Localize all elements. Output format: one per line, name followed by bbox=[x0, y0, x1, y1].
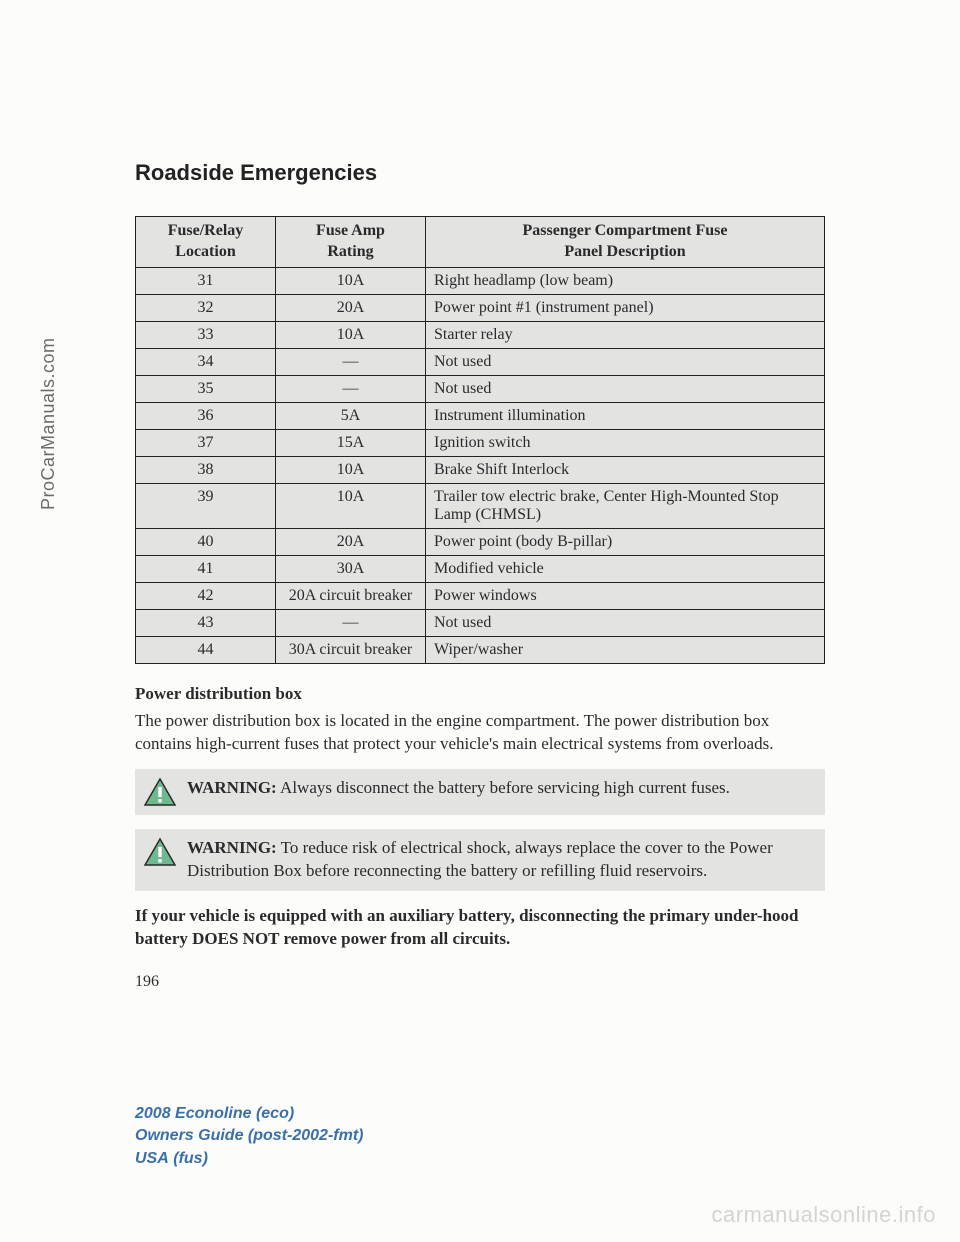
page-number: 196 bbox=[135, 973, 825, 991]
warning-box-2: WARNING: To reduce risk of electrical sh… bbox=[135, 829, 825, 891]
fuse-table: Fuse/Relay Location Fuse Amp Rating Pass… bbox=[135, 216, 825, 664]
subheading-pdb: Power distribution box bbox=[135, 684, 825, 704]
table-row: 34—Not used bbox=[136, 348, 825, 375]
cell-amp: — bbox=[276, 375, 426, 402]
th-location-l1: Fuse/Relay bbox=[168, 222, 244, 239]
cell-amp: 15A bbox=[276, 429, 426, 456]
cell-amp: 5A bbox=[276, 402, 426, 429]
cell-location: 43 bbox=[136, 609, 276, 636]
table-row: 3715AIgnition switch bbox=[136, 429, 825, 456]
cell-desc: Modified vehicle bbox=[426, 555, 825, 582]
cell-location: 33 bbox=[136, 321, 276, 348]
table-row: 35—Not used bbox=[136, 375, 825, 402]
th-location: Fuse/Relay Location bbox=[136, 217, 276, 268]
table-row: 3810ABrake Shift Interlock bbox=[136, 456, 825, 483]
cell-amp: 10A bbox=[276, 267, 426, 294]
cell-desc: Ignition switch bbox=[426, 429, 825, 456]
cell-amp: 20A circuit breaker bbox=[276, 582, 426, 609]
cell-amp: 30A bbox=[276, 555, 426, 582]
table-row: 3110ARight headlamp (low beam) bbox=[136, 267, 825, 294]
cell-desc: Trailer tow electric brake, Center High-… bbox=[426, 483, 825, 528]
page-content: Roadside Emergencies Fuse/Relay Location… bbox=[135, 160, 825, 991]
cell-desc: Not used bbox=[426, 609, 825, 636]
warning-label-2: WARNING: bbox=[187, 838, 277, 857]
table-row: 4220A circuit breakerPower windows bbox=[136, 582, 825, 609]
cell-desc: Not used bbox=[426, 375, 825, 402]
cell-desc: Power point #1 (instrument panel) bbox=[426, 294, 825, 321]
th-desc: Passenger Compartment Fuse Panel Descrip… bbox=[426, 217, 825, 268]
table-row: 4430A circuit breakerWiper/washer bbox=[136, 636, 825, 663]
th-amp-l2: Rating bbox=[327, 243, 373, 260]
warning-body-1: Always disconnect the battery before ser… bbox=[277, 778, 730, 797]
cell-location: 37 bbox=[136, 429, 276, 456]
cell-desc: Power windows bbox=[426, 582, 825, 609]
cell-location: 38 bbox=[136, 456, 276, 483]
warning-label-1: WARNING: bbox=[187, 778, 277, 797]
table-row: 3310AStarter relay bbox=[136, 321, 825, 348]
cell-amp: 10A bbox=[276, 321, 426, 348]
table-row: 3910ATrailer tow electric brake, Center … bbox=[136, 483, 825, 528]
cell-location: 34 bbox=[136, 348, 276, 375]
warning-icon bbox=[143, 837, 177, 867]
section-title: Roadside Emergencies bbox=[135, 160, 825, 186]
cell-location: 42 bbox=[136, 582, 276, 609]
bold-paragraph: If your vehicle is equipped with an auxi… bbox=[135, 905, 825, 951]
th-location-l2: Location bbox=[175, 243, 235, 260]
cell-amp: — bbox=[276, 609, 426, 636]
cell-desc: Not used bbox=[426, 348, 825, 375]
footer-model: 2008 Econoline bbox=[135, 1105, 252, 1122]
footer-line-1: 2008 Econoline (eco) bbox=[135, 1103, 363, 1125]
cell-amp: 10A bbox=[276, 483, 426, 528]
th-desc-l2: Panel Description bbox=[564, 243, 685, 260]
footer-fus: (fus) bbox=[173, 1150, 208, 1167]
cell-amp: 20A bbox=[276, 294, 426, 321]
cell-desc: Right headlamp (low beam) bbox=[426, 267, 825, 294]
warning-icon bbox=[143, 777, 177, 807]
cell-amp: 30A circuit breaker bbox=[276, 636, 426, 663]
warning-text-2: WARNING: To reduce risk of electrical sh… bbox=[187, 837, 817, 883]
cell-amp: 10A bbox=[276, 456, 426, 483]
paragraph-pdb: The power distribution box is located in… bbox=[135, 710, 825, 756]
footer-usa: USA bbox=[135, 1150, 169, 1167]
table-row: 3220APower point #1 (instrument panel) bbox=[136, 294, 825, 321]
cell-location: 41 bbox=[136, 555, 276, 582]
footer-eco: (eco) bbox=[256, 1105, 294, 1122]
table-row: 4020APower point (body B-pillar) bbox=[136, 528, 825, 555]
watermark: carmanualsonline.info bbox=[711, 1202, 936, 1228]
cell-desc: Power point (body B-pillar) bbox=[426, 528, 825, 555]
cell-location: 44 bbox=[136, 636, 276, 663]
table-row: 4130AModified vehicle bbox=[136, 555, 825, 582]
cell-location: 40 bbox=[136, 528, 276, 555]
cell-location: 35 bbox=[136, 375, 276, 402]
warning-text-1: WARNING: Always disconnect the battery b… bbox=[187, 777, 730, 800]
th-desc-l1: Passenger Compartment Fuse bbox=[522, 222, 727, 239]
cell-location: 36 bbox=[136, 402, 276, 429]
cell-location: 39 bbox=[136, 483, 276, 528]
table-row: 365AInstrument illumination bbox=[136, 402, 825, 429]
cell-desc: Starter relay bbox=[426, 321, 825, 348]
cell-desc: Brake Shift Interlock bbox=[426, 456, 825, 483]
table-row: 43—Not used bbox=[136, 609, 825, 636]
warning-box-1: WARNING: Always disconnect the battery b… bbox=[135, 769, 825, 815]
th-amp: Fuse Amp Rating bbox=[276, 217, 426, 268]
footer-guide: Owners Guide (post-2002-fmt) bbox=[135, 1125, 363, 1147]
footer: 2008 Econoline (eco) Owners Guide (post-… bbox=[135, 1103, 363, 1170]
cell-amp: 20A bbox=[276, 528, 426, 555]
cell-desc: Wiper/washer bbox=[426, 636, 825, 663]
cell-amp: — bbox=[276, 348, 426, 375]
sidebar-source-text: ProCarManuals.com bbox=[38, 337, 59, 510]
th-amp-l1: Fuse Amp bbox=[316, 222, 385, 239]
cell-location: 32 bbox=[136, 294, 276, 321]
footer-line-3: USA (fus) bbox=[135, 1148, 363, 1170]
cell-location: 31 bbox=[136, 267, 276, 294]
cell-desc: Instrument illumination bbox=[426, 402, 825, 429]
